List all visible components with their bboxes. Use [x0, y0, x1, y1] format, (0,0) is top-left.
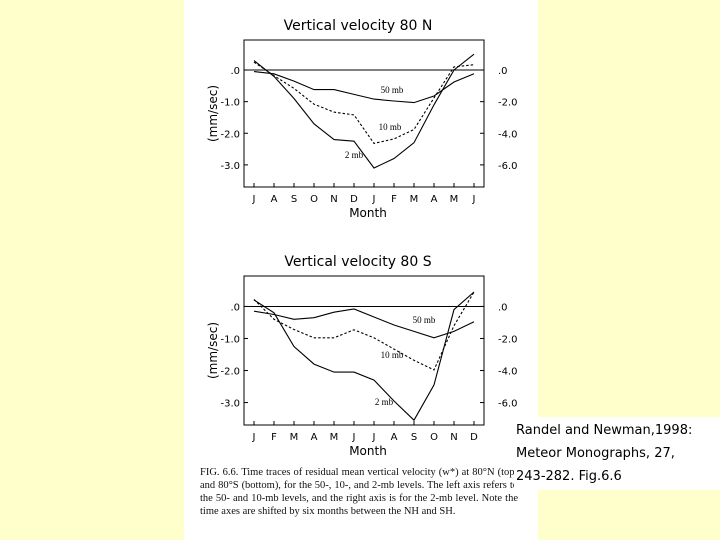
panel-2-title: Vertical velocity 80 S	[284, 254, 431, 270]
panel-2-left-tick-label: -3.0	[220, 399, 240, 410]
panel-1-x-tick-label: M	[410, 194, 419, 205]
panel-2-series-2mb-label: 2 mb	[375, 397, 394, 407]
panel-2-right-tick-label: -4.0	[498, 367, 518, 378]
panel-1-x-tick-label: S	[291, 194, 297, 205]
citation-line-1: Randel and Newman,1998:	[516, 423, 693, 438]
panel-2-series-2mb-line	[253, 291, 475, 422]
panel-1-x-tick-label: D	[350, 194, 358, 205]
panel-2-x-tick-label: A	[311, 432, 318, 443]
scanned-figure-page	[184, 0, 538, 540]
panel-1-series-10mb-label: 10 mb	[379, 122, 402, 132]
panel-1-right-tick-label: -4.0	[498, 129, 518, 140]
panel-1-series-2mb-label: 2 mb	[345, 150, 364, 160]
panel-2-right-tick-label: -2.0	[498, 334, 518, 345]
panel-1-x-tick-label: J	[252, 194, 256, 205]
panel-1-series-2mb-line	[253, 53, 475, 169]
panel-1-x-tick-label: F	[391, 194, 397, 205]
panel-2-series-10mb-line	[253, 291, 475, 371]
panel-2-right-tick-label: .0	[498, 302, 508, 313]
panel-1-left-tick-label: -2.0	[220, 129, 240, 140]
panel-2-plot-frame	[243, 275, 485, 426]
panel-1-left-tick-label: -1.0	[220, 98, 240, 109]
panel-1-series-10mb-line	[253, 61, 475, 145]
panel-2-x-tick-label: S	[411, 432, 417, 443]
panel-1-x-tick-label: J	[472, 194, 476, 205]
panel-1-x-tick-label: O	[310, 194, 318, 205]
panel-2-x-tick-label: A	[391, 432, 398, 443]
panel-1-x-tick-label: J	[372, 194, 376, 205]
panel-1-right-tick-label: -2.0	[498, 98, 518, 109]
panel-2-xlabel: Month	[349, 444, 387, 458]
panel-2-x-tick-label: M	[290, 432, 299, 443]
panel-1-right-tick-label: .0	[498, 66, 508, 77]
panel-1-x-tick-label: N	[330, 194, 337, 205]
figure-caption: FIG. 6.6. Time traces of residual mean v…	[200, 467, 518, 517]
panel-1-series-50mb-line	[253, 71, 475, 104]
panel-1-ylabel: (mm/sec)	[206, 85, 220, 142]
panel-1-x-tick-label: M	[450, 194, 459, 205]
panel-1-left-tick-label: .0	[230, 66, 240, 77]
citation-line-3: 243-282. Fig.6.6	[516, 469, 622, 484]
panel-2-left-tick-label: -2.0	[220, 367, 240, 378]
panel-1-x-tick-label: A	[271, 194, 278, 205]
panel-1-right-tick-label: -6.0	[498, 161, 518, 172]
panel-2-left-tick-label: .0	[230, 302, 240, 313]
panel-2-series-50mb-line	[253, 308, 475, 339]
panel-1-title: Vertical velocity 80 N	[284, 18, 433, 34]
panel-2-series-50mb-label: 50 mb	[413, 315, 436, 325]
panel-1-plot-frame	[243, 39, 485, 188]
panel-2-x-tick-label: F	[271, 432, 277, 443]
panel-2-series-10mb-label: 10 mb	[381, 350, 404, 360]
panel-2-x-tick-label: N	[450, 432, 457, 443]
panel-1-left-tick-label: -3.0	[220, 161, 240, 172]
panel-2-x-tick-label: J	[252, 432, 256, 443]
panel-2-x-tick-label: D	[470, 432, 478, 443]
panel-2-left-tick-label: -1.0	[220, 334, 240, 345]
panel-2-x-tick-label: O	[430, 432, 438, 443]
panel-2-x-tick-label: M	[330, 432, 339, 443]
panel-2-x-tick-label: J	[352, 432, 356, 443]
panel-1-xlabel: Month	[349, 206, 387, 220]
citation-line-2: Meteor Monographs, 27,	[516, 446, 675, 461]
panel-2-x-tick-label: J	[372, 432, 376, 443]
panel-2-ylabel: (mm/sec)	[206, 322, 220, 379]
citation-box: Randel and Newman,1998: Meteor Monograph…	[514, 417, 720, 490]
panel-1-series-50mb-label: 50 mb	[381, 85, 404, 95]
panel-1-x-tick-label: A	[431, 194, 438, 205]
panel-2-right-tick-label: -6.0	[498, 399, 518, 410]
